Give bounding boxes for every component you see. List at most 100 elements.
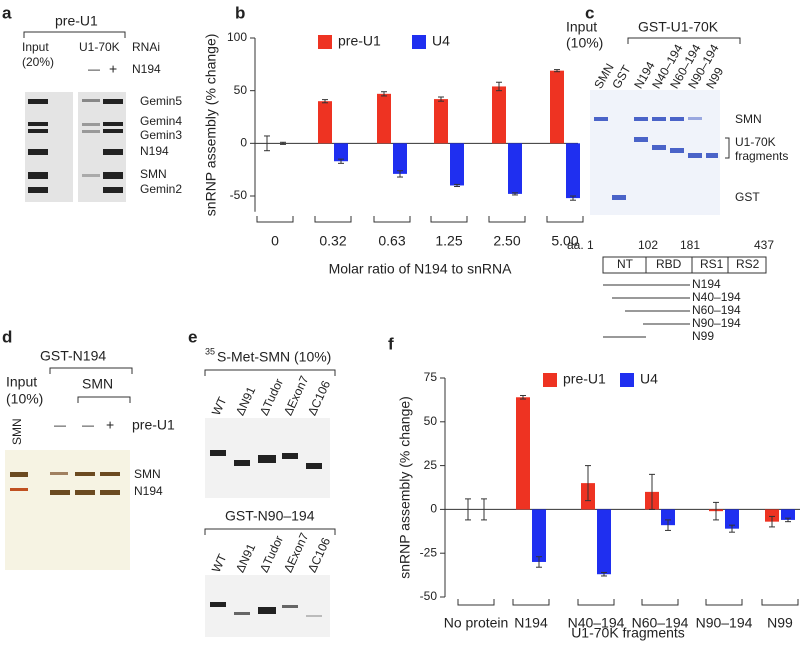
panel-label: f — [388, 334, 394, 353]
error-bar — [585, 465, 591, 502]
error-bar — [280, 141, 286, 145]
x-tick-label: 0 — [271, 233, 279, 249]
aa-label: aa. 1 — [567, 238, 594, 252]
gel-bands — [210, 450, 322, 469]
x-tick-label: N40–194 — [568, 615, 625, 631]
bar-chart: f -50 -25 0 25 50 75 snRNP assembly (% change) U… — [388, 334, 800, 641]
domain-map — [602, 256, 767, 274]
x-axis-label: Molar ratio of N194 to snRNA — [329, 261, 513, 277]
y-tick-label: 25 — [424, 458, 438, 472]
legend-swatch — [620, 373, 634, 387]
category-bracket — [256, 216, 294, 223]
y-tick-label: 50 — [424, 414, 438, 428]
category-bracket — [373, 216, 411, 223]
legend-swatch — [318, 35, 332, 49]
error-bar — [601, 571, 607, 577]
y-tick-label: 75 — [424, 370, 438, 384]
lane-label: ΔN91 — [233, 541, 259, 574]
bracket — [77, 396, 131, 403]
legend-label: U4 — [640, 371, 658, 387]
y-axis-label: snRNP assembly (% change) — [203, 34, 219, 217]
error-bar — [570, 195, 576, 201]
aa-label: 181 — [680, 238, 700, 252]
gel-title: S-Met-SMN (10%) — [217, 349, 331, 365]
panel-a: a pre-U1 Input (20%) U1-70K RNAi N194 — … — [2, 3, 182, 202]
bracket — [204, 369, 336, 376]
error-bar — [713, 501, 719, 521]
bar — [334, 143, 348, 162]
bar — [492, 86, 506, 144]
bar — [550, 70, 564, 144]
sign: + — [109, 61, 117, 77]
band-label: Gemin3 — [140, 128, 182, 142]
x-tick-label: N194 — [514, 615, 548, 631]
gel-title: GST-N90–194 — [225, 508, 315, 524]
y-tick-label: -50 — [230, 188, 248, 202]
sign: + — [106, 417, 114, 433]
x-tick-label: 1.25 — [435, 233, 462, 249]
y-tick-label: -25 — [420, 545, 438, 559]
error-bar — [769, 515, 775, 528]
sign: — — [82, 418, 94, 432]
x-tick-label: N60–194 — [632, 615, 689, 631]
band-label: N194 — [134, 484, 163, 498]
label: pre-U1 — [132, 417, 175, 433]
gel-title: pre-U1 — [55, 13, 98, 29]
category-bracket — [430, 216, 468, 223]
panel-c: c Input (10%) GST-U1-70K SMN GST N194 N4… — [566, 3, 788, 343]
bar — [434, 99, 448, 144]
x-tick-label: 2.50 — [493, 233, 520, 249]
panel-label: a — [2, 3, 12, 22]
aa-label: 102 — [638, 238, 658, 252]
x-tick-label: N90–194 — [696, 615, 753, 631]
category-bracket — [641, 599, 679, 606]
gel-bands — [28, 99, 123, 193]
x-axis-label: U1-70K fragments — [571, 625, 685, 641]
error-bar — [536, 556, 542, 568]
lane-label: SMN — [10, 418, 24, 445]
error-bar — [465, 498, 471, 521]
bar — [566, 143, 580, 199]
category-bracket — [546, 216, 584, 223]
bar — [725, 509, 739, 529]
bar — [661, 509, 675, 526]
construct-lines — [603, 284, 690, 338]
bar — [377, 93, 391, 144]
label: (10%) — [566, 35, 603, 51]
error-bar — [520, 395, 526, 400]
domain-label: RS1 — [700, 257, 724, 271]
error-bar — [454, 183, 460, 188]
panel-d: d GST-N194 Input (10%) SMN SMN — — + pre… — [2, 327, 175, 570]
x-tick-label: 0.32 — [319, 233, 346, 249]
y-axis-label: snRNP assembly (% change) — [397, 396, 413, 579]
category-bracket — [761, 599, 799, 606]
label: N194 — [132, 62, 161, 76]
category-bracket — [705, 599, 743, 606]
category-bracket — [488, 216, 526, 223]
band-label: Gemin2 — [140, 182, 182, 196]
bar — [508, 143, 522, 194]
construct-label: N40–194 — [692, 290, 741, 304]
error-bar — [381, 91, 387, 97]
error-bar — [322, 99, 328, 104]
error-bar — [481, 498, 487, 521]
x-tick-label: N99 — [767, 615, 793, 631]
error-bar — [665, 519, 671, 531]
lane-label: (20%) — [22, 55, 54, 69]
y-tick-label: 100 — [227, 30, 247, 44]
bar — [532, 509, 546, 562]
lane-label: ΔN91 — [233, 384, 259, 417]
band-label: Gemin5 — [140, 94, 182, 108]
sign: — — [88, 62, 100, 76]
panel-label: e — [188, 327, 197, 346]
band-label: SMN — [134, 467, 161, 481]
bar-chart: b -50 0 50 100 snRNP assembly (% change) Molar… — [203, 3, 584, 277]
legend-swatch — [412, 35, 426, 49]
error-bar — [397, 170, 403, 178]
y-tick-label: -50 — [420, 589, 438, 603]
error-bar — [785, 517, 791, 523]
error-bar — [338, 158, 344, 164]
lane-label: WT — [209, 551, 230, 574]
